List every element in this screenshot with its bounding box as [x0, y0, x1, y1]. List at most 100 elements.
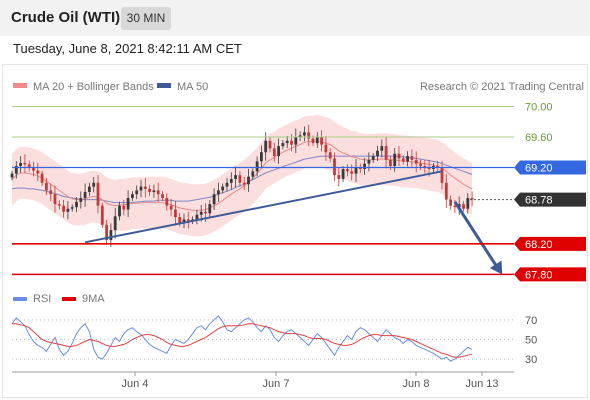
timeframe-badge[interactable]: 30 MIN	[121, 7, 171, 30]
candle-body	[363, 163, 366, 170]
candle-body	[23, 162, 27, 165]
candle-body	[92, 182, 96, 187]
candle-body	[122, 205, 126, 210]
candle-body	[14, 165, 18, 174]
candle-body	[139, 186, 143, 191]
candle-body	[419, 163, 422, 166]
ma50-legend-label: MA 50	[177, 81, 208, 93]
candle-body	[328, 152, 332, 159]
candle-body	[152, 190, 156, 192]
candle-body	[277, 146, 280, 157]
candle-body	[414, 159, 418, 164]
candle-body	[444, 182, 448, 200]
candle-body	[268, 140, 272, 149]
candle-body	[337, 175, 341, 179]
candle-body	[143, 186, 147, 189]
candle-body	[354, 167, 358, 174]
candle-body	[234, 175, 237, 179]
candle-body	[290, 140, 293, 145]
candle-body	[298, 135, 302, 137]
support-2-label-box	[514, 267, 586, 282]
rsi-level-30-label: 30	[525, 354, 537, 366]
candle-body	[457, 204, 461, 208]
pivot-label: 69.20	[525, 163, 553, 175]
candle-body	[229, 178, 233, 183]
candle-body	[311, 138, 315, 144]
candle-body	[10, 173, 14, 178]
candle-body	[440, 167, 444, 183]
candle-body	[427, 167, 431, 170]
forecast-arrow-head	[489, 260, 503, 275]
candle-body	[470, 198, 474, 200]
candle-body	[315, 136, 319, 144]
candle-body	[384, 146, 388, 160]
candle-body	[401, 158, 405, 162]
candle-body	[255, 161, 259, 172]
candle-body	[126, 198, 130, 210]
rsi-ma-line	[12, 323, 473, 358]
candle-body	[462, 204, 465, 209]
candle-body	[376, 150, 379, 157]
candle-body	[195, 214, 199, 220]
candle-body	[199, 211, 203, 215]
candle-body	[204, 211, 207, 214]
candle-body	[88, 186, 91, 192]
instrument-title: Crude Oil (WTI)	[11, 9, 121, 26]
chart-header: Crude Oil (WTI) 30 MIN	[0, 0, 590, 36]
candle-body	[380, 146, 384, 151]
candle-body	[36, 170, 40, 174]
forecast-arrow-shaft	[453, 201, 499, 269]
candle-body	[135, 190, 139, 195]
ma50-legend-swatch	[157, 83, 171, 88]
candle-body	[393, 153, 397, 166]
candle-body	[53, 194, 57, 205]
candle-body	[83, 191, 87, 199]
candle-body	[264, 140, 268, 153]
candle-body	[281, 143, 285, 147]
candle-body	[62, 205, 65, 212]
candle-body	[272, 148, 276, 157]
candle-body	[165, 198, 169, 206]
current-label: 68.78	[525, 195, 553, 207]
bollinger-band-area	[12, 114, 473, 237]
support-2-label: 67.80	[525, 269, 553, 281]
support-1-label: 68.20	[525, 239, 553, 251]
candle-body	[70, 207, 74, 209]
candle-body	[367, 159, 371, 164]
candle-body	[324, 144, 328, 153]
candle-body	[45, 182, 48, 191]
candle-body	[217, 190, 220, 195]
time-tick-label: Jun 13	[465, 378, 498, 390]
candle-body	[285, 140, 289, 144]
candle-body	[161, 194, 164, 199]
candle-body	[100, 205, 104, 225]
rising-trendline	[84, 170, 443, 244]
candle-body	[186, 219, 190, 221]
candle-body	[212, 194, 216, 205]
candle-body	[358, 167, 362, 170]
time-tick-label: Jun 7	[263, 378, 290, 390]
candle-body	[397, 153, 401, 159]
bollinger-legend-swatch	[13, 83, 27, 88]
candle-body	[350, 171, 354, 174]
time-tick-label: Jun 8	[403, 378, 430, 390]
resistance-2-label: 70.00	[525, 101, 553, 113]
candle-body	[32, 167, 35, 171]
rsi-ma-legend-swatch	[62, 297, 76, 301]
bollinger-legend-label: MA 20 + Bollinger Bands	[33, 81, 154, 93]
candle-body	[182, 219, 186, 223]
candle-body	[174, 209, 177, 218]
candle-body	[449, 199, 452, 206]
candle-body	[66, 208, 70, 212]
candle-body	[410, 156, 414, 160]
support-1-label-box	[514, 236, 586, 251]
candle-body	[341, 169, 345, 179]
rsi-legend-label: RSI	[33, 293, 51, 305]
candle-body	[79, 198, 83, 202]
time-axis: Jun 4 Jun 7 Jun 8 Jun 13	[12, 371, 514, 390]
candle-body	[96, 182, 100, 206]
candle-body	[169, 205, 173, 210]
candle-body	[118, 205, 121, 217]
candle-body	[294, 136, 298, 145]
